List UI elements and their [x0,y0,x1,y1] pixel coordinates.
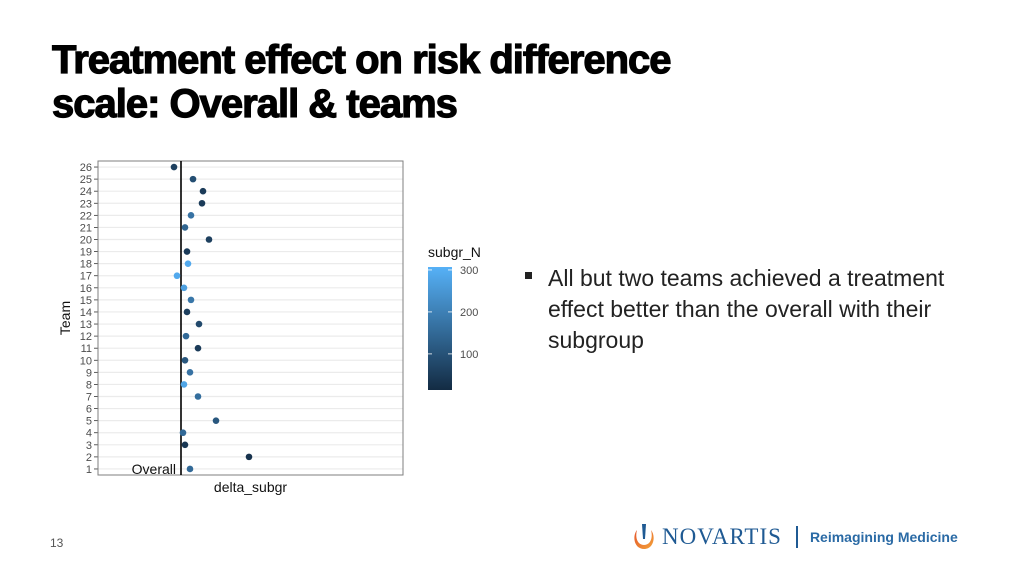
legend-tick-label: 200 [460,307,478,319]
y-tick-label: 13 [80,319,92,331]
data-point-team-18 [184,260,192,267]
y-tick-label: 6 [86,404,92,416]
logo-tagline: Reimagining Medicine [809,529,958,545]
dot-plot-chart: 1234567891011121314151617181920212223242… [57,160,404,495]
overall-label: Overall [132,461,176,477]
y-tick-label: 25 [80,174,92,186]
data-point-team-23 [198,199,206,207]
data-point-team-5 [212,417,220,424]
legend-colorbar [428,267,452,390]
data-point-team-15 [187,296,195,304]
y-tick-label: 8 [86,379,92,391]
data-point-team-10 [181,356,189,364]
y-tick-label: 21 [80,222,92,234]
legend-title: subgr_N [428,244,481,260]
logo-brand: NOVARTIS [662,524,782,549]
legend-tick-label: 300 [460,265,478,277]
bullet-item: All but two teams achieved a treatment e… [525,263,945,356]
novartis-flame-icon [634,524,654,549]
data-point-team-19 [183,248,191,255]
y-tick-label: 4 [86,428,92,440]
bullet-text: All but two teams achieved a treatment e… [548,265,945,353]
y-tick-label: 7 [86,392,92,404]
y-tick-label: 26 [80,162,92,174]
slide-title-line2: scale: Overall & teams [51,81,458,126]
y-tick-label: 5 [86,416,92,428]
y-axis-label: Team [57,301,73,335]
page-number: 13 [50,536,64,550]
slide-title: Treatment effect on risk difference scal… [51,37,672,126]
data-point-team-20 [205,236,213,243]
data-point-team-14 [183,308,191,316]
data-point-team-24 [199,187,207,195]
y-tick-label: 19 [80,247,92,259]
y-tick-label: 10 [80,355,92,367]
y-tick-label: 3 [86,440,92,452]
data-point-team-25 [189,175,197,183]
y-tick-label: 24 [80,186,92,198]
bullet-list: All but two teams achieved a treatment e… [525,263,945,356]
y-tick-label: 22 [80,210,92,222]
legend-tick-label: 100 [460,349,478,361]
data-point-team-12 [182,332,190,340]
slide-title-line1: Treatment effect on risk difference [51,37,672,82]
y-tick-label: 12 [80,331,92,343]
bullet-square-icon [525,272,532,279]
data-point-team-11 [194,344,202,352]
panel-border [97,160,404,476]
data-point-team-7 [194,393,202,400]
data-point-team-21 [181,224,189,231]
x-axis-label: delta_subgr [214,479,288,495]
y-tick-label: 17 [80,271,92,283]
data-point-team-8 [180,381,188,388]
y-tick-label: 2 [86,452,92,464]
data-point-team-26 [170,163,178,171]
data-point-team-13 [195,320,203,328]
data-point-team-17 [173,272,181,280]
y-tick-label: 20 [80,235,92,247]
y-tick-label: 1 [86,464,92,476]
y-tick-label: 18 [80,259,92,271]
y-tick-label: 15 [80,295,92,307]
data-point-team-3 [181,441,189,449]
data-point-team-22 [187,212,195,219]
data-point-team-1 [186,465,194,473]
y-tick-label: 14 [80,307,92,319]
plot-panel [98,161,403,475]
y-tick-label: 9 [86,367,92,379]
data-point-team-2 [245,453,253,461]
y-tick-label: 16 [80,283,92,295]
y-tick-label: 11 [81,343,92,355]
novartis-logo: NOVARTIS Reimagining Medicine [632,518,958,556]
data-point-team-9 [186,369,194,376]
color-legend: subgr_N 100 200 300 [428,244,481,390]
logo-divider [795,526,798,548]
data-point-team-4 [179,429,187,437]
data-point-team-16 [180,284,188,292]
y-tick-label: 23 [80,198,92,210]
